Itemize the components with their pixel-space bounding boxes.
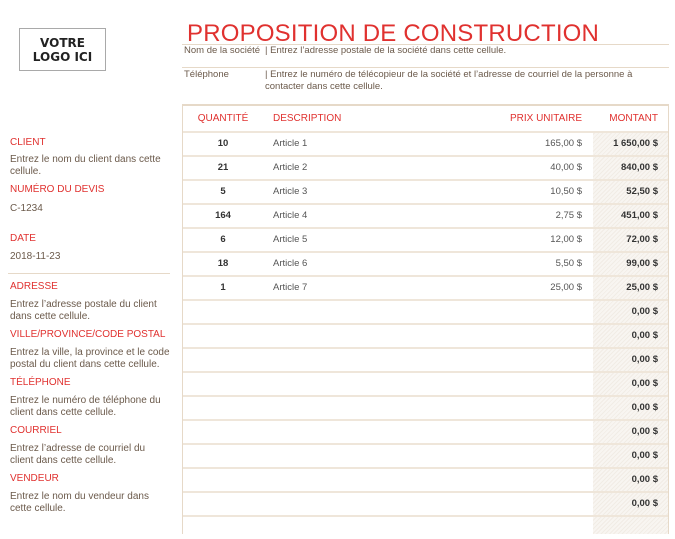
quantity-cell[interactable]: 1 — [220, 282, 226, 293]
amount-cell[interactable]: 0,00 $ — [631, 474, 658, 485]
table-row: 164 Article 4 2,75 $ 451,00 $ — [183, 203, 668, 227]
amount-cell[interactable]: 25,00 $ — [626, 282, 658, 293]
quantity-cell[interactable]: 5 — [220, 186, 226, 197]
seller-label: VENDEUR — [10, 473, 59, 484]
date-label: DATE — [10, 233, 36, 244]
table-row — [183, 515, 668, 539]
unit-price-cell[interactable]: 40,00 $ — [550, 162, 582, 173]
quantity-cell[interactable]: 10 — [217, 138, 229, 149]
table-row: 0,00 $ — [183, 299, 668, 323]
unit-price-cell[interactable]: 2,75 $ — [555, 210, 582, 221]
unit-price-cell[interactable]: 25,00 $ — [550, 282, 582, 293]
table-row: 0,00 $ — [183, 371, 668, 395]
seller-field[interactable]: Entrez le nom du vendeur dans cette cell… — [10, 491, 149, 514]
quantity-cell[interactable]: 6 — [220, 234, 226, 245]
table-row: 5 Article 3 10,50 $ 52,50 $ — [183, 179, 668, 203]
unit-price-cell[interactable]: 10,50 $ — [550, 186, 582, 197]
phone-label: TÉLÉPHONE — [10, 377, 71, 388]
amount-cell[interactable]: 840,00 $ — [621, 162, 658, 173]
quantity-cell[interactable] — [183, 349, 263, 371]
quantity-cell[interactable] — [183, 469, 263, 491]
unit-price-cell[interactable]: 165,00 $ — [545, 138, 582, 149]
amount-cell[interactable]: 0,00 $ — [631, 426, 658, 437]
amount-cell[interactable]: 0,00 $ — [631, 402, 658, 413]
divider — [8, 273, 170, 274]
quantity-cell[interactable]: 21 — [217, 162, 229, 173]
address-field[interactable]: Entrez l’adresse postale du client dans … — [10, 299, 157, 322]
divider — [182, 44, 669, 45]
unit-price-cell[interactable]: 12,00 $ — [550, 234, 582, 245]
amount-cell[interactable]: 72,00 $ — [626, 234, 658, 245]
company-phone-label: Téléphone — [184, 69, 229, 80]
description-cell[interactable]: Article 3 — [273, 186, 308, 197]
table-row: 0,00 $ — [183, 323, 668, 347]
table-row: 0,00 $ — [183, 467, 668, 491]
header-description: DESCRIPTION — [273, 113, 342, 124]
amount-cell[interactable]: 52,50 $ — [626, 186, 658, 197]
quantity-cell[interactable]: 18 — [217, 258, 229, 269]
amount-cell[interactable]: 99,00 $ — [626, 258, 658, 269]
table-row: 0,00 $ — [183, 443, 668, 467]
amount-cell[interactable]: 0,00 $ — [631, 330, 658, 341]
address-label: ADRESSE — [10, 281, 58, 292]
header-qty: QUANTITÉ — [197, 113, 249, 124]
amount-cell[interactable]: 1 650,00 $ — [613, 138, 658, 149]
quantity-cell[interactable] — [183, 421, 263, 443]
table-row: 18 Article 6 5,50 $ 99,00 $ — [183, 251, 668, 275]
table-row: 10 Article 1 165,00 $ 1 650,00 $ — [183, 131, 668, 155]
header-unit-price: PRIX UNITAIRE — [509, 113, 582, 124]
amount-cell[interactable]: 0,00 $ — [631, 498, 658, 509]
page-title: PROPOSITION DE CONSTRUCTION — [187, 20, 600, 47]
date-field[interactable]: 2018-11-23 — [10, 251, 61, 262]
email-field[interactable]: Entrez l’adresse de courriel du client d… — [10, 443, 146, 466]
logo-placeholder[interactable]: VOTRE LOGO ICI — [19, 28, 106, 71]
email-label: COURRIEL — [10, 425, 62, 436]
description-cell[interactable]: Article 4 — [273, 210, 308, 221]
description-cell[interactable]: Article 1 — [273, 138, 308, 149]
quote-number-label: NUMÉRO DU DEVIS — [10, 184, 105, 195]
quote-number-field[interactable]: C-1234 — [10, 203, 43, 214]
table-row: 21 Article 2 40,00 $ 840,00 $ — [183, 155, 668, 179]
quantity-cell[interactable] — [183, 373, 263, 395]
quantity-cell[interactable]: 164 — [215, 210, 231, 221]
quantity-cell[interactable] — [183, 301, 263, 323]
description-cell[interactable]: Article 6 — [273, 258, 308, 269]
table-row: 0,00 $ — [183, 347, 668, 371]
quantity-cell[interactable] — [183, 493, 263, 515]
city-label: VILLE/PROVINCE/CODE POSTAL — [10, 329, 166, 340]
company-phone-field[interactable]: | Entrez le numéro de télécopieur de la … — [265, 69, 633, 92]
amount-cell[interactable]: 0,00 $ — [631, 450, 658, 461]
table-row: 0,00 $ — [183, 419, 668, 443]
client-field[interactable]: Entrez le nom du client dans cette cellu… — [10, 154, 161, 177]
phone-field[interactable]: Entrez le numéro de téléphone du client … — [10, 395, 161, 418]
amount-cell[interactable]: 0,00 $ — [631, 354, 658, 365]
description-cell[interactable]: Article 2 — [273, 162, 308, 173]
divider — [182, 67, 669, 68]
city-field[interactable]: Entrez la ville, la province et le code … — [10, 347, 170, 370]
quantity-cell[interactable] — [183, 517, 263, 539]
header-amount: MONTANT — [609, 113, 658, 124]
table-row: 1 Article 7 25,00 $ 25,00 $ — [183, 275, 668, 299]
table-row: 0,00 $ — [183, 395, 668, 419]
table-row: 6 Article 5 12,00 $ 72,00 $ — [183, 227, 668, 251]
client-label: CLIENT — [10, 137, 46, 148]
amount-cell[interactable]: 451,00 $ — [621, 210, 658, 221]
quantity-cell[interactable] — [183, 397, 263, 419]
amount-cell[interactable]: 0,00 $ — [631, 378, 658, 389]
company-address-field[interactable]: | Entrez l’adresse postale de la société… — [265, 45, 507, 56]
amount-cell[interactable]: 0,00 $ — [631, 306, 658, 317]
table-row: 0,00 $ — [183, 491, 668, 515]
company-name-label: Nom de la société — [184, 45, 261, 56]
amount-column-shading — [593, 131, 668, 534]
description-cell[interactable]: Article 7 — [273, 282, 308, 293]
unit-price-cell[interactable]: 5,50 $ — [555, 258, 582, 269]
description-cell[interactable]: Article 5 — [273, 234, 308, 245]
quantity-cell[interactable] — [183, 325, 263, 347]
items-table: QUANTITÉ DESCRIPTION PRIX UNITAIRE MONTA… — [182, 104, 669, 534]
quantity-cell[interactable] — [183, 445, 263, 467]
